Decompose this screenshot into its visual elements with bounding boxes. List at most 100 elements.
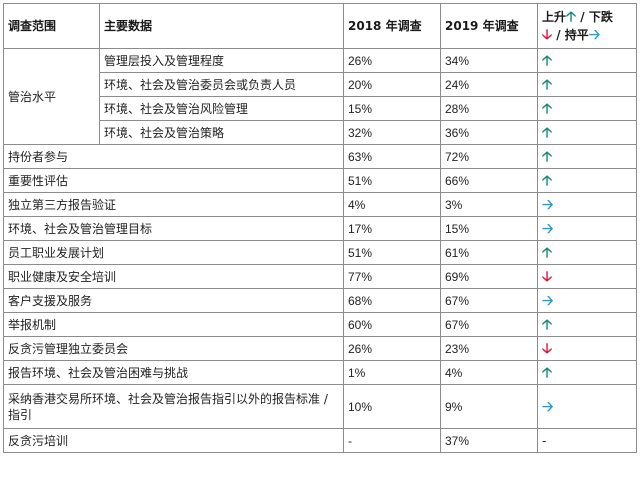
item-name: 环境、社会及管治委员会或负责人员 [99,72,344,97]
table-row: 环境、社会及管治管理目标 17% 15% 🡢 [3,216,637,241]
trend-cell: 🡣 [537,264,637,289]
table-header-row: 调查范围 主要数据 2018 年调查 2019 年调查 上升🡡 / 下跌 🡣 / … [3,3,637,49]
trend-cell: 🡡 [537,168,637,193]
trend-cell: 🡡 [537,48,637,73]
value-2019: 66% [440,168,538,193]
item-name: 持份者参与 [3,144,344,169]
item-name: 报告环境、社会及管治困难与挑战 [3,360,344,385]
item-name: 环境、社会及管治风险管理 [99,96,344,121]
value-2018: 4% [343,192,441,217]
header-key-data: 主要数据 [99,3,344,49]
value-2019: 61% [440,240,538,265]
value-2019: 37% [440,428,538,453]
item-name: 反贪污管理独立委员会 [3,336,344,361]
item-name: 管理层投入及管理程度 [99,48,344,73]
value-2018: 51% [343,168,441,193]
table-row: 员工职业发展计划 51% 61% 🡡 [3,240,637,265]
arrow-right-icon: 🡢 [542,398,554,415]
table-row: 管治水平 管理层投入及管理程度 26% 34% 🡡 [3,48,637,145]
trend-cell: 🡡 [537,96,637,121]
trend-cell: 🡡 [537,120,637,145]
trend-cell: 🡡 [537,360,637,385]
trend-cell: 🡢 [537,192,637,217]
value-2018: 10% [343,384,441,429]
trend-cell: 🡡 [537,240,637,265]
header-2019: 2019 年调查 [440,3,538,49]
arrow-up-icon: 🡡 [542,148,553,165]
table-row: 客户支援及服务 68% 67% 🡢 [3,288,637,313]
group-governance: 管治水平 [3,48,100,145]
trend-cell: 🡢 [537,288,637,313]
value-2019: 4% [440,360,538,385]
item-name: 员工职业发展计划 [3,240,344,265]
item-name: 环境、社会及管治管理目标 [3,216,344,241]
header-trend-up-label: 上升 [542,10,567,24]
item-name: 举报机制 [3,312,344,337]
value-2018: 17% [343,216,441,241]
value-2019: 9% [440,384,538,429]
trend-cell: - [537,428,637,453]
arrow-right-icon: 🡢 [588,27,601,43]
trend-cell: 🡢 [537,384,637,429]
value-2019: 3% [440,192,538,217]
arrow-up-icon: 🡡 [542,52,553,69]
value-2019: 24% [440,72,538,97]
arrow-up-icon: 🡡 [542,316,553,333]
value-2018: 26% [343,336,441,361]
value-2019: 36% [440,120,538,145]
value-2019: 72% [440,144,538,169]
trend-cell: 🡡 [537,312,637,337]
table-row: 反贪污培训 -37% - [3,428,637,453]
value-2018: 60% [343,312,441,337]
value-2019: 67% [440,312,538,337]
value-2018: 68% [343,288,441,313]
arrow-right-icon: 🡢 [542,196,554,213]
header-2018: 2018 年调查 [343,3,441,49]
value-2018: 51% [343,240,441,265]
item-name: 独立第三方报告验证 [3,192,344,217]
table-row: 持份者参与 63% 72% 🡡 [3,144,637,169]
value-2019: 34% [440,48,538,73]
item-name: 反贪污培训 [3,428,344,453]
value-2019: 67% [440,288,538,313]
table-row: 职业健康及安全培训 77% 69% 🡣 [3,264,637,289]
arrow-right-icon: 🡢 [542,220,554,237]
arrow-up-icon: 🡡 [542,364,553,381]
value-2018: 32% [343,120,441,145]
trend-cell: 🡡 [537,144,637,169]
item-name: 客户支援及服务 [3,288,344,313]
value-2019: 28% [440,96,538,121]
value-2019: 23% [440,336,538,361]
item-name: 重要性评估 [3,168,344,193]
arrow-up-icon: 🡡 [542,100,553,117]
arrow-up-icon: 🡡 [542,124,553,141]
esg-survey-table: 调查范围 主要数据 2018 年调查 2019 年调查 上升🡡 / 下跌 🡣 / … [3,3,637,453]
value-2018: 63% [343,144,441,169]
value-2019: 15% [440,216,538,241]
item-name: 环境、社会及管治策略 [99,120,344,145]
arrow-down-icon: 🡣 [542,27,553,43]
value-2019: 69% [440,264,538,289]
header-scope: 调查范围 [3,3,100,49]
header-trend-down-label: / 下跌 [576,10,613,24]
table-row: 环境、社会及管治委员会或负责人员 20% 24% 🡡 [4,72,637,97]
header-trend-flat-label: / 持平 [552,28,589,42]
arrow-up-icon: 🡡 [542,76,553,93]
table-row: 举报机制 60% 67% 🡡 [3,312,637,337]
trend-cell: 🡢 [537,216,637,241]
trend-value: - [542,433,547,448]
value-2018: 1% [343,360,441,385]
trend-cell: 🡣 [537,336,637,361]
arrow-up-icon: 🡡 [542,172,553,189]
value-2018: 15% [343,96,441,121]
value-2018: 20% [343,72,441,97]
table-row: 反贪污管理独立委员会 26% 23% 🡣 [3,336,637,361]
item-name: 采纳香港交易所环境、社会及管治报告指引以外的报告标准 / 指引 [3,384,344,429]
value-2018: - [343,428,441,453]
trend-cell: 🡡 [537,72,637,97]
arrow-up-icon: 🡡 [566,9,577,25]
header-trend: 上升🡡 / 下跌 🡣 / 持平🡢 [537,3,637,49]
table-row: 环境、社会及管治风险管理 15% 28% 🡡 [4,96,637,121]
value-2018: 77% [343,264,441,289]
arrow-right-icon: 🡢 [542,292,554,309]
